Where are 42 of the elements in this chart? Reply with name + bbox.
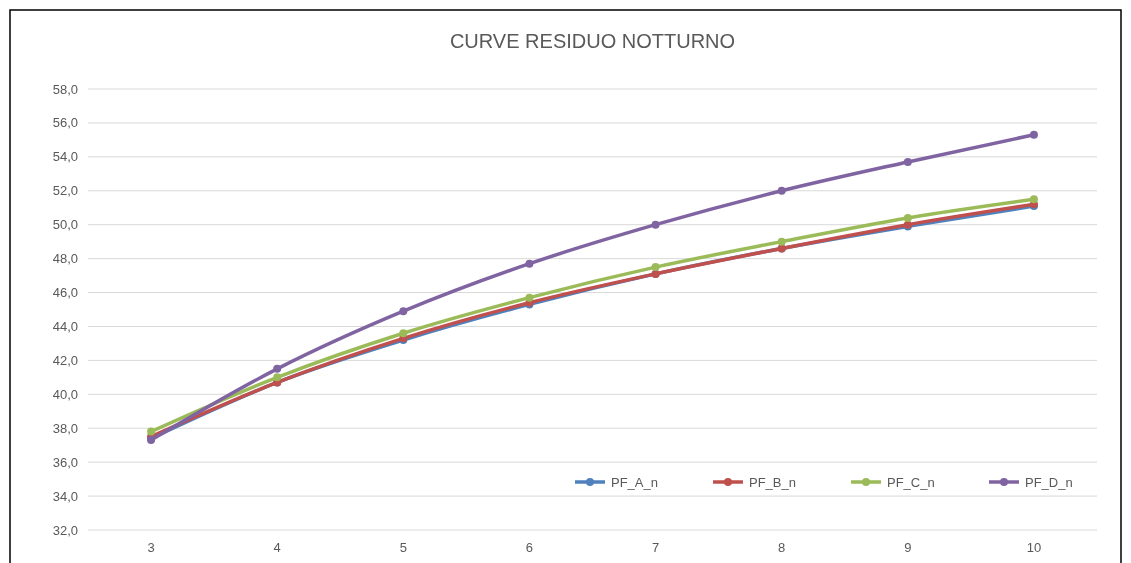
x-tick-label: 9 (904, 540, 912, 555)
point (903, 157, 912, 166)
point (525, 259, 534, 268)
y-tick-label: 36,0 (52, 454, 78, 470)
y-tick-label: 44,0 (52, 319, 78, 335)
y-tick-label: 58,0 (52, 81, 78, 97)
y-tick-label: 40,0 (52, 386, 78, 402)
point (1029, 130, 1038, 139)
y-tick-label: 54,0 (52, 149, 78, 165)
point (1029, 195, 1038, 204)
x-tick-label: 7 (651, 540, 660, 555)
point (273, 364, 282, 373)
y-tick-label: 48,0 (52, 251, 78, 267)
point (651, 220, 660, 229)
point (651, 263, 660, 272)
point (399, 307, 408, 316)
legend-label: PF_B_n (749, 474, 796, 490)
x-tick-label: 10 (1026, 540, 1042, 555)
point (399, 329, 408, 338)
y-tick-label: 46,0 (52, 285, 78, 301)
point (273, 373, 282, 382)
point (777, 186, 786, 195)
chart-title: CURVE RESIDUO NOTTURNO (449, 30, 736, 52)
y-tick-label: 52,0 (52, 183, 78, 199)
legend-label: PF_C_n (887, 474, 935, 490)
point (777, 237, 786, 246)
legend-label: PF_A_n (611, 474, 658, 490)
x-tick-label: 6 (525, 540, 534, 555)
y-tick-label: 32,0 (52, 522, 78, 538)
y-tick-label: 38,0 (52, 420, 78, 436)
x-tick-label: 8 (778, 540, 786, 555)
y-tick-label: 56,0 (52, 115, 78, 131)
point (147, 427, 156, 436)
x-tick-label: 5 (399, 540, 407, 555)
legend-label: PF_D_n (1025, 474, 1073, 490)
x-tick-label: 4 (273, 540, 281, 555)
point (903, 213, 912, 222)
x-tick-label: 3 (147, 540, 155, 555)
y-tick-label: 42,0 (52, 352, 78, 368)
y-tick-label: 50,0 (52, 217, 78, 233)
y-tick-label: 34,0 (52, 488, 78, 504)
point (525, 293, 534, 302)
